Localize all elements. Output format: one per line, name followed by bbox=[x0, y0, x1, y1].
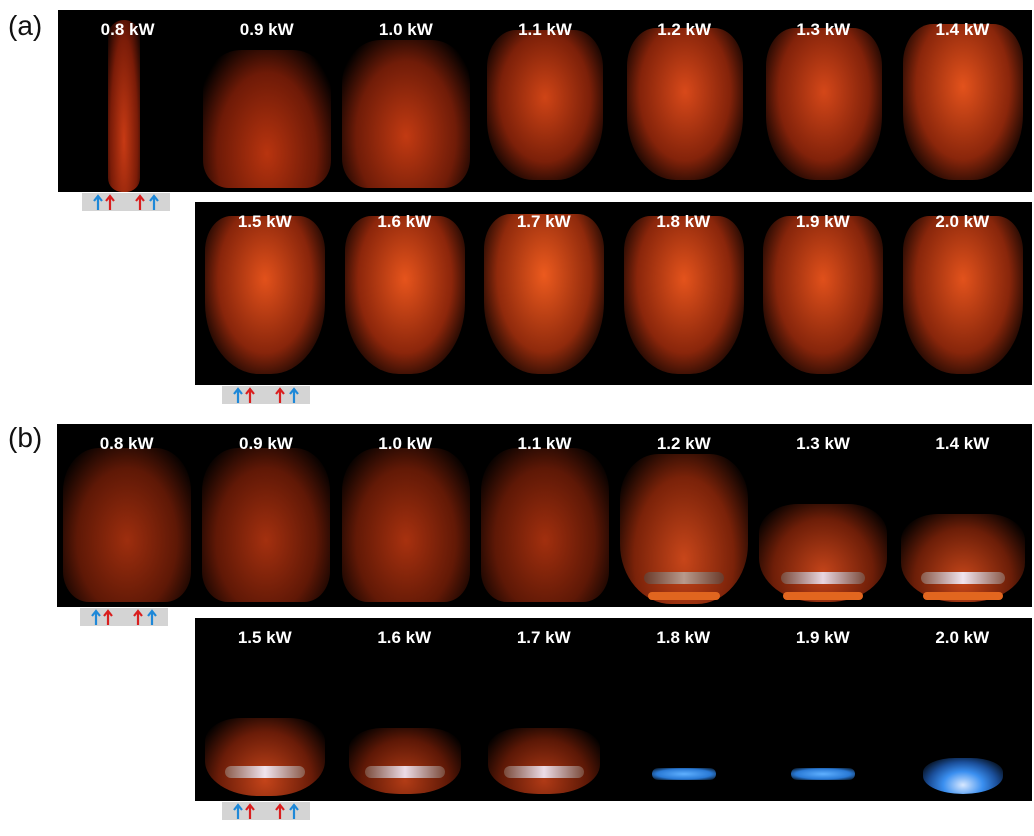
burner-inlet-a-2 bbox=[222, 386, 310, 404]
burner-inlet-b-2 bbox=[222, 802, 310, 820]
frame-a-1-7: 1.7 kW bbox=[474, 202, 614, 385]
power-label: 1.4 kW bbox=[935, 20, 990, 39]
power-label: 2.0 kW bbox=[935, 628, 990, 647]
frame-a-1-5: 1.5 kW bbox=[195, 202, 335, 385]
frame-b-1-6: 1.6 kW bbox=[335, 618, 475, 801]
power-label: 1.2 kW bbox=[657, 20, 712, 39]
power-label: 1.0 kW bbox=[378, 434, 433, 453]
power-label: 1.3 kW bbox=[796, 434, 850, 453]
frame-b-1-7: 1.7 kW bbox=[474, 618, 614, 801]
power-label: 1.6 kW bbox=[377, 628, 432, 647]
panel-a-label: (a) bbox=[8, 10, 43, 41]
inlet-arrows-icon bbox=[233, 803, 299, 819]
power-label: 1.7 kW bbox=[516, 628, 571, 647]
burner-inlet-b-1 bbox=[80, 608, 168, 626]
frame-b-1-1: 1.1 kW bbox=[475, 424, 614, 607]
power-label: 1.4 kW bbox=[935, 434, 990, 453]
frame-a-0-9: 0.9 kW bbox=[197, 10, 336, 192]
power-label: 2.0 kW bbox=[935, 212, 990, 231]
panel-b-row-1: 0.8 kW 0.9 kW 1.0 kW 1.1 kW 1.2 kW 1.3 k… bbox=[57, 424, 1032, 607]
frame-a-1-2: 1.2 kW bbox=[615, 10, 754, 192]
frame-a-2-0: 2.0 kW bbox=[893, 202, 1033, 385]
frame-a-0-8: 0.8 kW bbox=[58, 10, 197, 192]
inlet-arrows-icon bbox=[91, 609, 157, 625]
frame-b-0-9: 0.9 kW bbox=[196, 424, 335, 607]
power-label: 1.0 kW bbox=[378, 20, 433, 39]
inlet-arrows-icon bbox=[93, 194, 159, 210]
frame-a-1-4: 1.4 kW bbox=[893, 10, 1032, 192]
power-label: 1.1 kW bbox=[517, 434, 572, 453]
frame-a-1-6: 1.6 kW bbox=[335, 202, 475, 385]
power-label: 1.3 kW bbox=[796, 20, 851, 39]
power-label: 1.8 kW bbox=[656, 628, 711, 647]
power-label: 1.9 kW bbox=[795, 628, 850, 647]
frame-b-1-9: 1.9 kW bbox=[753, 618, 893, 801]
panel-a-row-2: 1.5 kW 1.6 kW 1.7 kW 1.8 kW 1.9 kW 2.0 k… bbox=[195, 202, 1032, 385]
frame-b-1-3: 1.3 kW bbox=[753, 424, 892, 607]
power-label: 0.9 kW bbox=[238, 434, 293, 453]
frame-b-1-2: 1.2 kW bbox=[614, 424, 753, 607]
frame-b-1-0: 1.0 kW bbox=[336, 424, 475, 607]
power-label: 1.9 kW bbox=[795, 212, 850, 231]
frame-b-0-8: 0.8 kW bbox=[57, 424, 196, 607]
panel-b-label: (b) bbox=[8, 422, 43, 453]
power-label: 1.7 kW bbox=[516, 212, 571, 231]
frame-b-1-4: 1.4 kW bbox=[893, 424, 1032, 607]
frame-b-1-8: 1.8 kW bbox=[614, 618, 754, 801]
power-label: 1.6 kW bbox=[377, 212, 432, 231]
power-label: 1.5 kW bbox=[237, 628, 292, 647]
frame-b-1-5: 1.5 kW bbox=[195, 618, 335, 801]
panel-b-row-2: 1.5 kW 1.6 kW 1.7 kW 1.8 kW 1.9 kW 2.0 k… bbox=[195, 618, 1032, 801]
inlet-arrows-icon bbox=[233, 387, 299, 403]
burner-inlet-a-1 bbox=[82, 193, 170, 211]
power-label: 1.2 kW bbox=[656, 434, 711, 453]
frame-a-1-3: 1.2 kW 1.3 kW bbox=[754, 10, 893, 192]
frame-a-1-9: 1.9 kW bbox=[753, 202, 893, 385]
power-label: 1.5 kW bbox=[237, 212, 292, 231]
frame-a-1-1: 1.1 kW bbox=[475, 10, 614, 192]
power-label: 0.8 kW bbox=[99, 434, 154, 453]
power-label: 0.9 kW bbox=[239, 20, 294, 39]
frame-b-2-0: 2.0 kW bbox=[893, 618, 1033, 801]
frame-a-1-0: 1.0 kW bbox=[336, 10, 475, 192]
frame-a-1-8: 1.8 kW bbox=[614, 202, 754, 385]
power-label: 1.8 kW bbox=[656, 212, 711, 231]
power-label: 1.1 kW bbox=[518, 20, 572, 39]
power-label: 0.8 kW bbox=[100, 20, 155, 39]
panel-a-row-1: 0.8 kW 0.9 kW 1.0 kW 1.1 kW 1.2 kW 1.2 k… bbox=[58, 10, 1032, 192]
